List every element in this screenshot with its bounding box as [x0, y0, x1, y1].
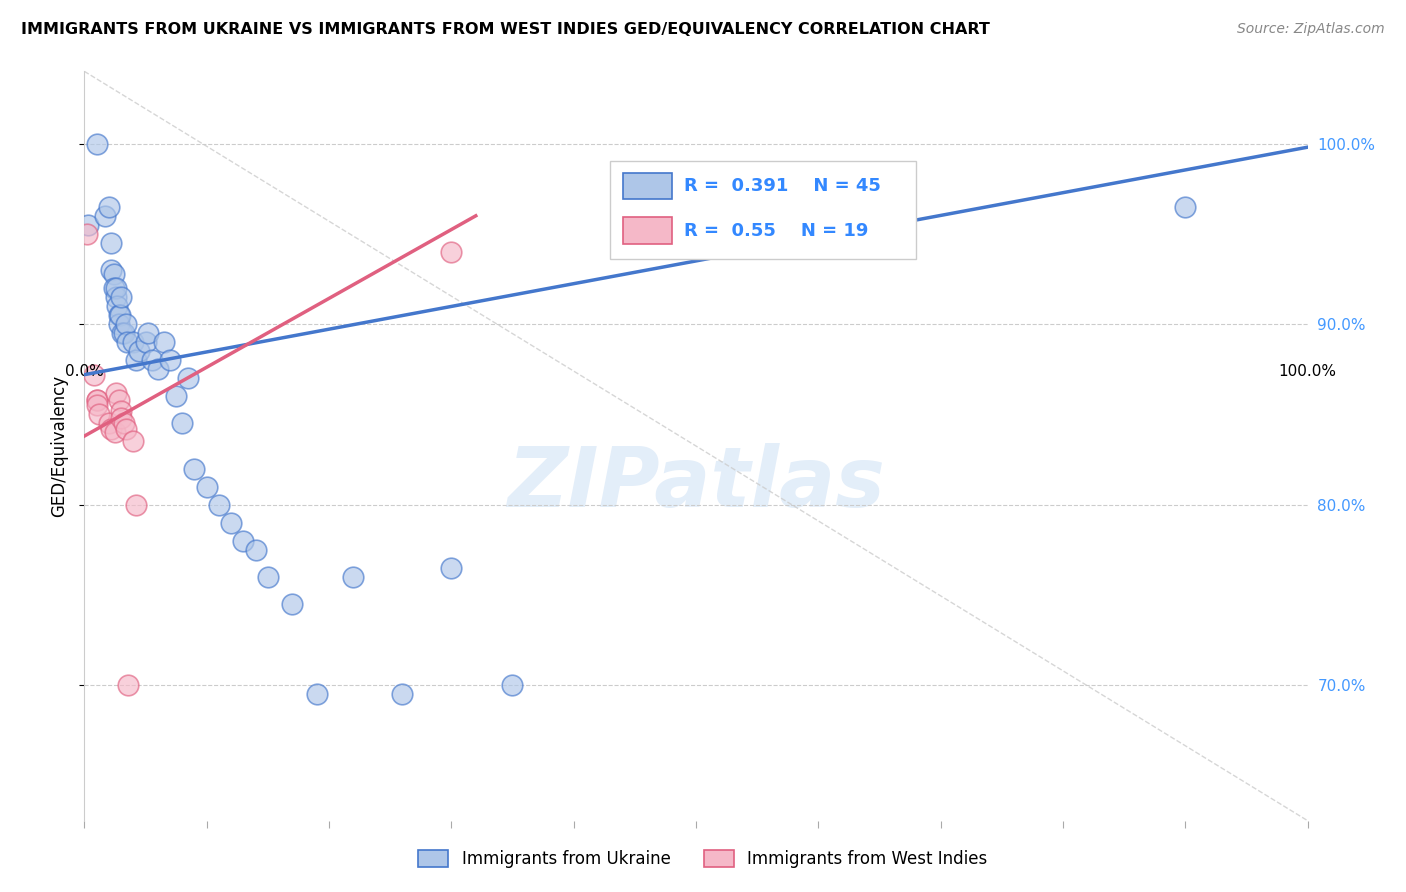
Point — [105, 299, 128, 313]
Point — [115, 422, 138, 436]
Point — [208, 498, 231, 512]
Point — [122, 335, 145, 350]
Point — [112, 417, 135, 431]
Point — [107, 392, 129, 407]
Point — [122, 434, 145, 449]
Point — [125, 498, 148, 512]
Point — [86, 398, 108, 412]
FancyBboxPatch shape — [610, 161, 917, 259]
Point — [281, 597, 304, 611]
Point — [97, 417, 120, 431]
Point — [87, 408, 110, 422]
Y-axis label: GED/Equivalency: GED/Equivalency — [49, 375, 67, 517]
Point — [107, 317, 129, 331]
Point — [94, 209, 117, 223]
Point — [112, 326, 135, 340]
Text: ZIPatlas: ZIPatlas — [508, 443, 884, 524]
Point — [245, 542, 267, 557]
Point — [440, 561, 463, 575]
Point — [440, 244, 463, 259]
Point — [105, 385, 128, 400]
Point — [342, 570, 364, 584]
Point — [128, 344, 150, 359]
Point — [195, 480, 218, 494]
Point — [1174, 200, 1197, 214]
Point — [86, 392, 108, 407]
Legend: Immigrants from Ukraine, Immigrants from West Indies: Immigrants from Ukraine, Immigrants from… — [412, 843, 994, 875]
Point — [125, 353, 148, 368]
Text: R =  0.391    N = 45: R = 0.391 N = 45 — [683, 177, 880, 195]
Point — [502, 678, 524, 692]
Point — [146, 362, 169, 376]
Point — [115, 335, 138, 350]
Text: IMMIGRANTS FROM UKRAINE VS IMMIGRANTS FROM WEST INDIES GED/EQUIVALENCY CORRELATI: IMMIGRANTS FROM UKRAINE VS IMMIGRANTS FR… — [21, 22, 990, 37]
Point — [257, 570, 280, 584]
Point — [104, 425, 127, 440]
Point — [141, 353, 163, 368]
Point — [77, 218, 100, 232]
Point — [177, 371, 200, 385]
Point — [305, 687, 328, 701]
Point — [103, 281, 125, 295]
Point — [110, 411, 132, 425]
Point — [100, 422, 122, 436]
Point — [115, 317, 138, 331]
Point — [153, 335, 176, 350]
Point — [117, 678, 139, 692]
Text: 0.0%: 0.0% — [65, 364, 104, 378]
Point — [219, 516, 242, 530]
Point — [100, 263, 122, 277]
Text: R =  0.55    N = 19: R = 0.55 N = 19 — [683, 222, 868, 240]
Point — [100, 235, 122, 250]
Point — [108, 308, 131, 322]
Point — [76, 227, 98, 241]
Text: Source: ZipAtlas.com: Source: ZipAtlas.com — [1237, 22, 1385, 37]
Point — [83, 368, 105, 382]
Point — [391, 687, 413, 701]
Text: 100.0%: 100.0% — [1278, 364, 1337, 378]
Point — [97, 200, 120, 214]
Point — [135, 335, 157, 350]
Point — [105, 290, 128, 304]
Point — [159, 353, 181, 368]
Point — [110, 404, 132, 418]
Point — [103, 267, 125, 281]
Point — [107, 308, 129, 322]
Point — [232, 533, 254, 548]
Point — [86, 136, 108, 151]
Point — [183, 461, 205, 475]
Bar — [623, 218, 672, 244]
Point — [165, 389, 187, 403]
Point — [136, 326, 159, 340]
Point — [105, 281, 128, 295]
Point — [110, 290, 132, 304]
Point — [86, 392, 108, 407]
Point — [172, 417, 194, 431]
Point — [111, 326, 134, 340]
Bar — [623, 172, 672, 200]
